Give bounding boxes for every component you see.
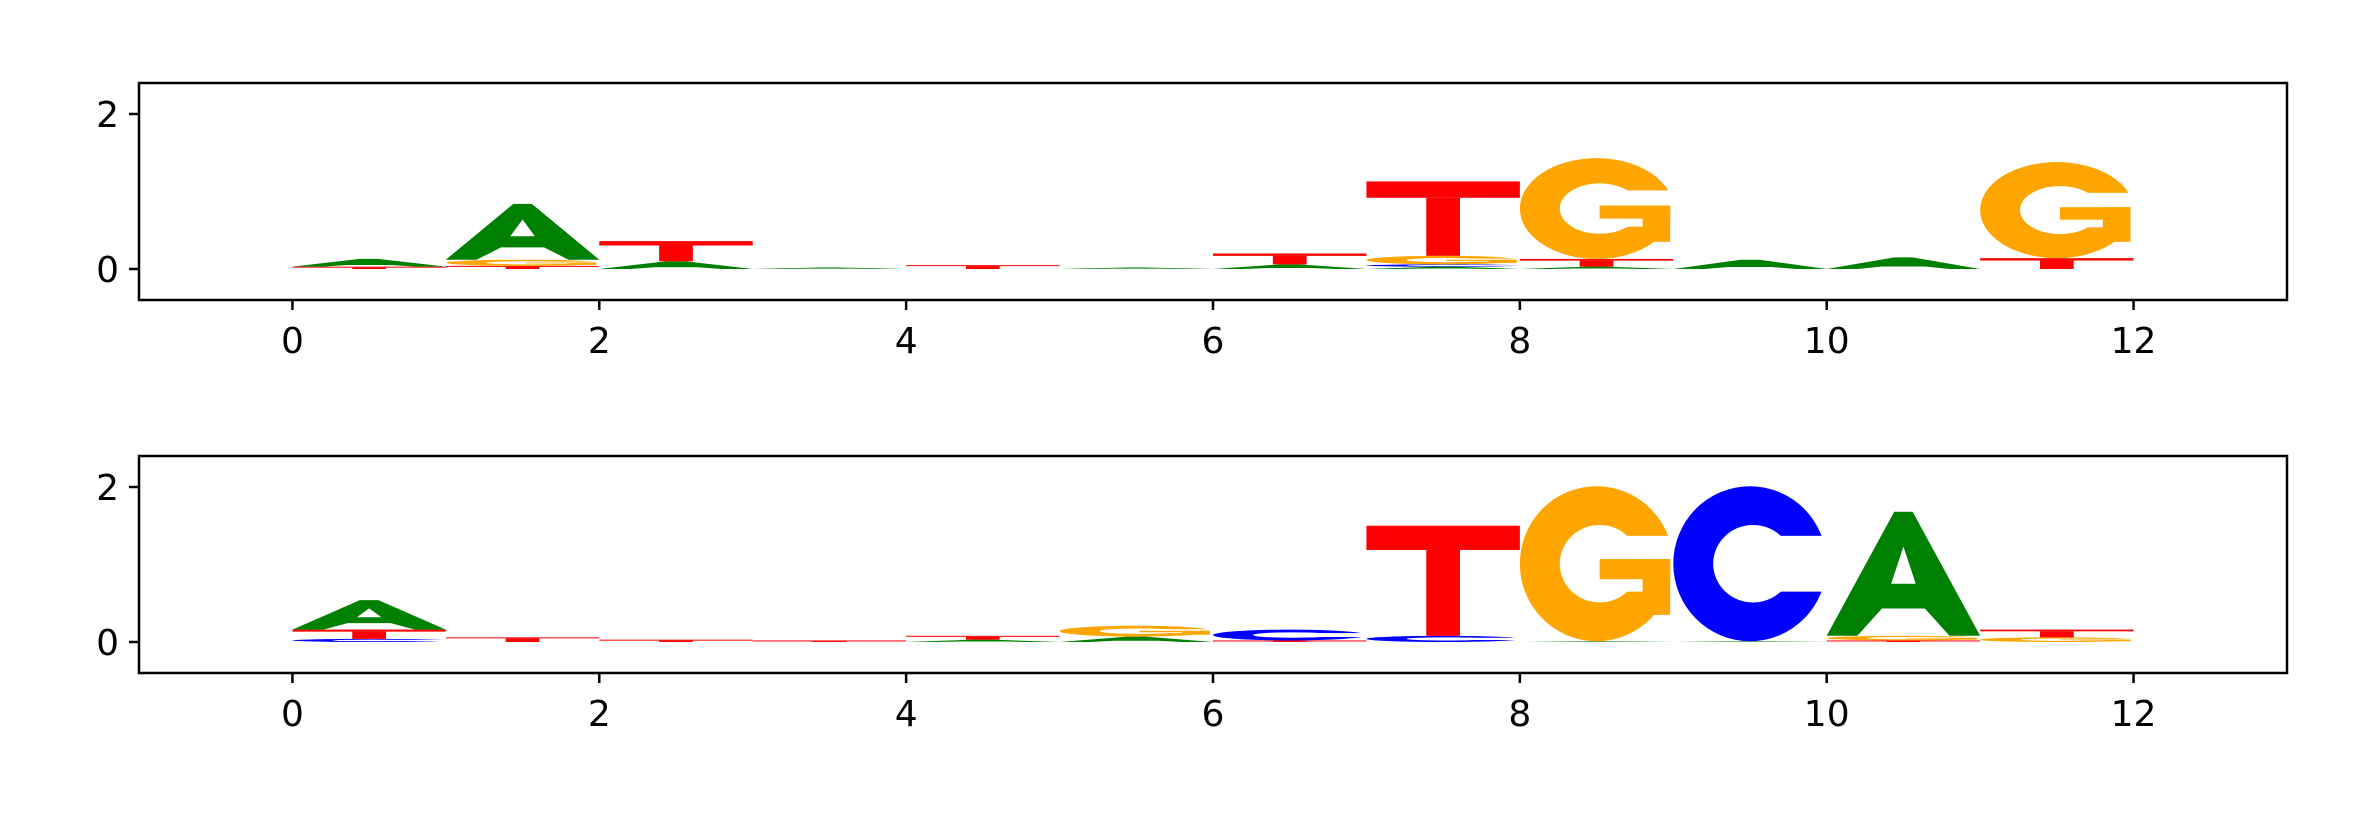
x-tick-label: 8 <box>1508 694 1531 735</box>
logo-letter-t-p1-pos10-0 <box>1826 640 1981 642</box>
logo-letter-t-p0-pos7-3 <box>1366 181 1520 256</box>
logo-letter-g-p1-pos8-1 <box>1519 486 1677 642</box>
logo-letter-g-p1-pos5-1 <box>1059 625 1217 637</box>
x-tick-label: 6 <box>1202 321 1225 362</box>
logo-letter-t-p1-pos3-0 <box>752 640 907 642</box>
x-tick-label: 2 <box>588 694 611 735</box>
logo-letter-t-p0-pos6-1 <box>1213 253 1367 265</box>
logo-letter-a-p0-pos7-0 <box>1366 266 1520 269</box>
logo-letter-c-p1-pos6-1 <box>1213 629 1370 641</box>
logo-letter-a-p0-pos6-0 <box>1213 264 1367 269</box>
y-tick-label: 2 <box>96 95 119 136</box>
logo-letter-t-p0-pos0-0 <box>292 266 446 269</box>
logo-letter-t-p1-pos11-1 <box>1980 629 2134 638</box>
logo-letter-a-p0-pos5-0 <box>1059 267 1213 269</box>
x-tick-label: 4 <box>895 694 918 735</box>
logo-letter-a-p1-pos5-0 <box>1059 636 1213 642</box>
logo-letter-c-p1-pos9-1 <box>1673 486 1830 642</box>
logo-letter-a-p0-pos10-0 <box>1826 257 1981 269</box>
logo-letter-g-p0-pos1-1 <box>445 259 603 266</box>
logo-letter-t-p1-pos0-1 <box>292 629 446 639</box>
logo-letter-t-p0-pos11-0 <box>1980 258 2134 269</box>
logo-letter-t-p1-pos4-1 <box>906 635 1060 640</box>
x-tick-label: 4 <box>895 321 918 362</box>
logo-letter-t-p1-pos6-0 <box>1213 640 1367 642</box>
logo-letter-a-p0-pos2-0 <box>599 261 753 269</box>
logo-letter-g-p0-pos8-2 <box>1519 158 1677 259</box>
x-tick-label: 12 <box>2111 321 2157 362</box>
logo-letter-a-p0-pos3-0 <box>752 267 907 269</box>
logo-letter-g-p1-pos10-1 <box>1826 635 1984 641</box>
logo-letter-c-p1-pos0-0 <box>292 638 449 642</box>
y-tick-label: 0 <box>96 623 119 664</box>
logo-letter-t-p0-pos4-0 <box>906 265 1060 269</box>
logo-panel-top: 0 2 4 6 8 10 12 0 2 <box>96 81 2289 362</box>
logo-letter-t-p1-pos2-0 <box>599 639 753 642</box>
x-tick-label: 10 <box>1804 694 1850 735</box>
x-tick-label: 0 <box>281 321 304 362</box>
logo-letter-a-p0-pos8-0 <box>1519 266 1674 269</box>
logo-letter-c-p1-pos7-0 <box>1366 635 1523 643</box>
y-tick-label: 0 <box>96 250 119 291</box>
x-tick-label: 2 <box>588 321 611 362</box>
logo-letter-a-p1-pos9-0 <box>1673 641 1827 642</box>
logo-letter-a-p0-pos0-1 <box>292 258 446 267</box>
x-tick-label: 0 <box>281 694 304 735</box>
x-tick-label: 8 <box>1508 321 1531 362</box>
logo-panel-bottom: 0 2 4 6 8 10 12 0 2 <box>96 454 2289 735</box>
logo-letter-t-p1-pos1-0 <box>445 637 600 642</box>
x-tick-label: 6 <box>1202 694 1225 735</box>
logo-letter-g-p1-pos11-0 <box>1980 637 2137 642</box>
logo-letter-t-p0-pos1-0 <box>445 265 600 269</box>
logo-letter-t-p0-pos2-1 <box>599 241 753 262</box>
logo-letter-a-p0-pos1-2 <box>445 203 600 260</box>
logo-letter-a-p1-pos8-0 <box>1519 641 1674 642</box>
logo-letter-g-p0-pos7-2 <box>1366 255 1523 265</box>
logo-letter-t-p0-pos8-1 <box>1519 258 1674 267</box>
logo-letter-c-p0-pos7-1 <box>1366 264 1523 267</box>
x-tick-label: 10 <box>1804 321 1850 362</box>
logo-letter-a-p1-pos10-2 <box>1826 511 1981 636</box>
x-tick-label: 12 <box>2111 694 2157 735</box>
logo-letter-g-p0-pos11-1 <box>1980 162 2137 259</box>
logo-letter-a-p0-pos9-0 <box>1673 259 1827 269</box>
logo-letter-a-p1-pos4-0 <box>906 639 1060 642</box>
logo-letter-t-p1-pos7-1 <box>1366 525 1520 636</box>
y-tick-label: 2 <box>96 468 119 509</box>
logo-letter-a-p1-pos0-2 <box>292 600 446 630</box>
